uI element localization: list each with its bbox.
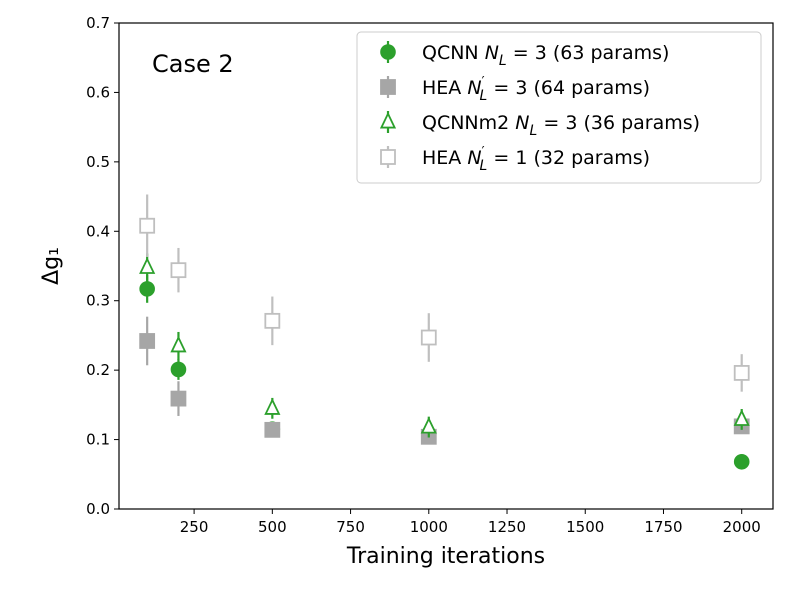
data-point (170, 361, 187, 378)
x-tick-label: 1250 (488, 518, 526, 536)
y-tick-label: 0.6 (86, 83, 110, 101)
data-point (264, 398, 281, 415)
legend-marker (379, 111, 397, 129)
x-tick-label: 2000 (723, 518, 761, 536)
data-point (139, 281, 155, 297)
data-point (733, 453, 750, 470)
legend: QCNN NL = 3 (63 params) HEA N′ L = 3 (64 p… (356, 31, 762, 184)
y-tick-label: 0.7 (86, 14, 110, 32)
x-tick-label: 250 (180, 518, 209, 536)
legend-marker (380, 79, 396, 95)
y-axis-label: Δg₁ (39, 247, 64, 285)
x-tick-label: 500 (258, 518, 287, 536)
legend-label: QCNNm2 NL = 3 (36 params) (422, 112, 700, 139)
series-3 (139, 253, 750, 438)
data-point (264, 421, 281, 438)
series-4 (139, 194, 750, 392)
data-point (170, 335, 187, 353)
data-point (733, 409, 750, 426)
x-tick-label: 1500 (566, 518, 604, 536)
legend-marker (380, 44, 396, 60)
legend-box (356, 31, 762, 184)
data-point (170, 262, 187, 279)
data-point (139, 257, 156, 274)
legend-label: QCNN NL = 3 (63 params) (422, 42, 669, 69)
y-tick-label: 0.3 (86, 292, 110, 310)
x-tick-label: 750 (336, 518, 365, 536)
legend-item: HEA N′ L = 1 (32 params) (380, 145, 650, 174)
y-tick-label: 0.2 (86, 361, 110, 379)
legend-item: HEA N′ L = 3 (64 params) (380, 75, 650, 104)
legend-item: QCNN NL = 3 (63 params) (380, 41, 669, 69)
legend-label: HEA N′ L = 1 (32 params) (422, 145, 650, 174)
legend-item: QCNNm2 NL = 3 (36 params) (379, 111, 700, 139)
data-point (139, 333, 156, 349)
legend-label: HEA N′ L = 3 (64 params) (422, 75, 650, 104)
legend-marker (380, 149, 396, 165)
axes-frame (118, 22, 774, 510)
y-tick-label: 0.5 (86, 153, 110, 171)
data-point (170, 390, 187, 407)
y-tick-label: 0.1 (86, 431, 110, 449)
case-annotation: Case 2 (152, 50, 234, 78)
x-tick-label: 1750 (644, 518, 682, 536)
data-point (264, 312, 281, 329)
data-point (139, 217, 156, 234)
y-tick-label: 0.4 (86, 222, 110, 240)
y-tick-label: 0.0 (86, 500, 110, 518)
x-axis-label: Training iterations (346, 544, 545, 569)
data-point (733, 365, 750, 381)
x-tick-label: 1000 (410, 518, 448, 536)
data-point (420, 416, 437, 434)
data-layer (139, 194, 750, 470)
data-point (420, 329, 437, 346)
